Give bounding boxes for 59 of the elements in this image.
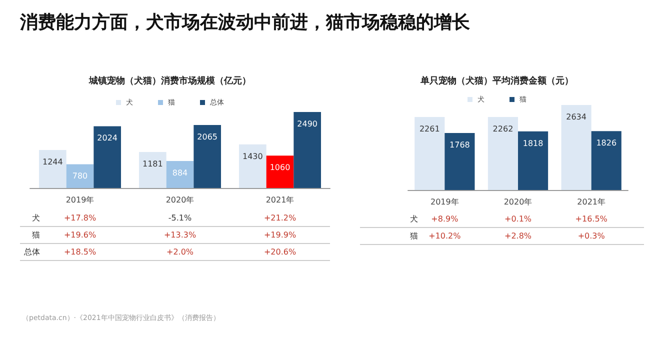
bar [39,150,66,188]
bar [94,126,121,188]
data-label: 2490 [297,120,318,128]
text: +20.6% [264,248,296,256]
bar [266,156,294,188]
data-label: 2065 [197,132,218,142]
data-label: 2024 [97,134,118,143]
bar [591,131,622,190]
text: +13.3% [164,230,196,240]
text: 猫 [410,232,418,240]
x-tick-label: 2019年 [430,198,459,206]
text: 总体 [24,248,40,256]
text: +19.6% [64,230,96,240]
data-label: 1826 [596,138,617,148]
data-label: 780 [72,172,88,181]
data-label: 884 [172,168,188,178]
x-tick-label: 2020年 [504,198,532,206]
x-tick-label: 2021年 [577,198,606,206]
text: +10.2% [428,232,462,240]
bar [66,164,94,188]
data-label: 2261 [419,124,440,134]
bar [561,105,592,190]
text: +16.5% [575,214,608,224]
data-label: 1818 [522,138,544,148]
data-label: 1244 [42,158,63,167]
bar [444,132,475,190]
bar [139,152,166,188]
text: +2.0% [166,248,194,256]
bar [166,161,194,188]
text: +19.9% [264,230,296,240]
data-label: 1060 [270,163,290,172]
bar [414,117,445,190]
bar [488,117,518,190]
text: +8.9% [431,214,459,224]
text: 猫 [32,230,40,240]
text: -5.1% [168,214,192,222]
x-tick-label: 2020年 [166,196,194,204]
bar [239,144,266,188]
text: 犬 [32,214,40,222]
text: +2.8% [504,232,532,240]
chart-title: 消费能力方面，犬市场在波动中前进，猫市场稳稳的增长 [20,11,470,34]
text: +0.3% [578,232,606,240]
data-label: 2262 [492,124,514,134]
text: +18.5% [64,248,96,256]
text: +17.8% [64,214,96,222]
bar [194,124,221,188]
bar [518,131,548,190]
data-label: 1768 [450,140,470,150]
chart-subtitle: 城镇宠物（犬猫）消费市场规模（亿元） [88,76,251,86]
text: +21.2% [264,214,296,222]
data-label: 1181 [142,159,163,168]
chart-title: 单只宠物（犬猫）平均消费金额（元） [420,76,574,86]
x-tick-label: 2021年 [266,196,294,204]
data-label: 1430 [242,152,263,161]
x-tick-label: 2019年 [66,196,94,204]
data-label: 2634 [566,112,586,122]
text: 犬 [410,214,418,224]
bar [294,112,321,188]
text: +0.1% [504,214,532,224]
